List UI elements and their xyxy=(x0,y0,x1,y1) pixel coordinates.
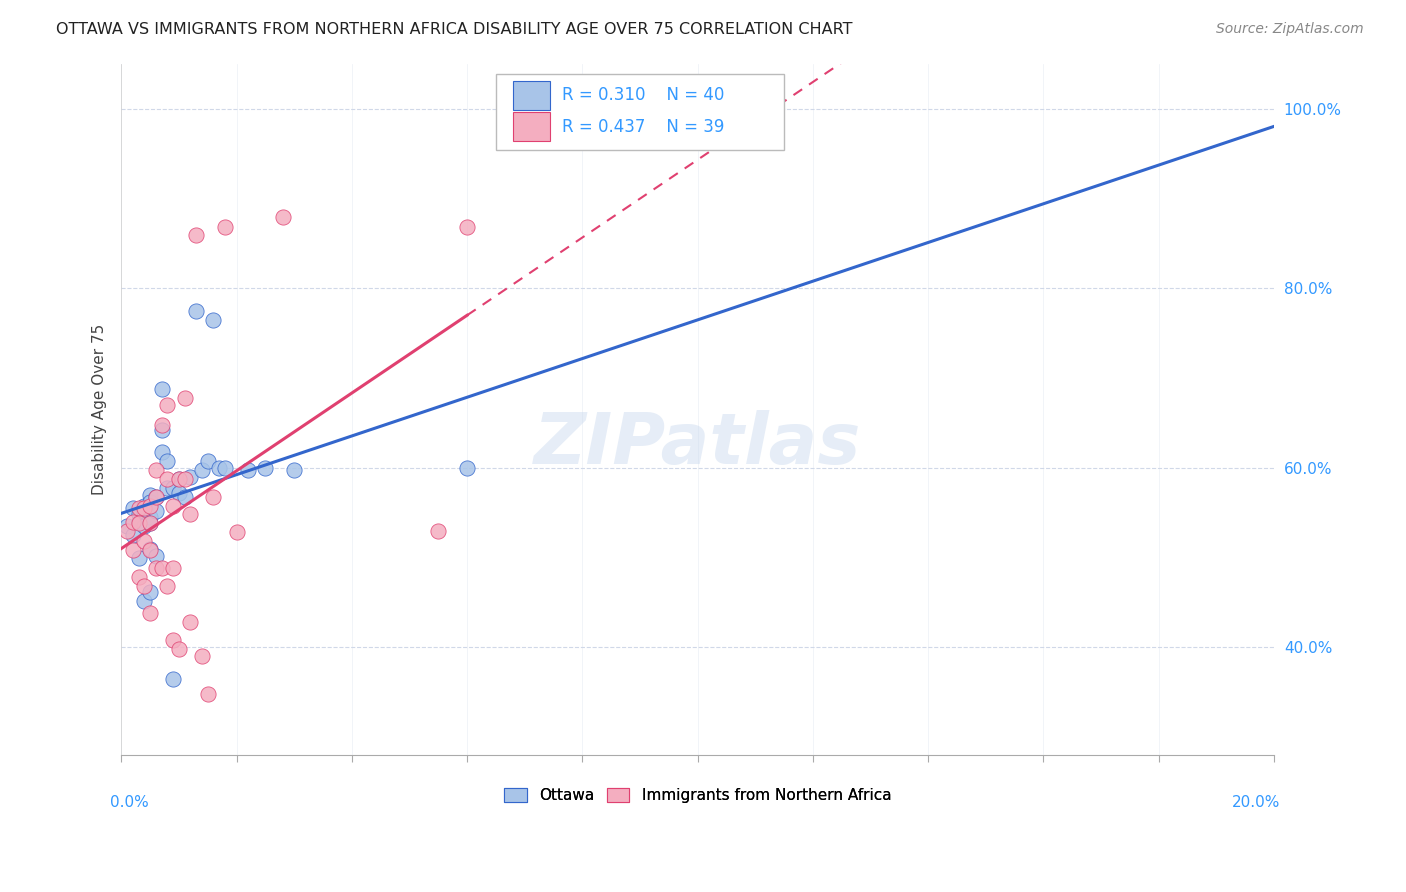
Point xyxy=(156,453,179,467)
Point xyxy=(173,472,195,486)
Point xyxy=(186,303,208,318)
FancyBboxPatch shape xyxy=(513,80,550,110)
Point xyxy=(271,210,294,224)
Point xyxy=(167,642,190,657)
Point xyxy=(202,313,225,327)
Point xyxy=(128,501,150,516)
Point xyxy=(145,504,167,518)
Point xyxy=(162,561,184,575)
Point xyxy=(162,672,184,686)
Point xyxy=(121,515,143,529)
Text: R = 0.310    N = 40: R = 0.310 N = 40 xyxy=(561,87,724,104)
Point xyxy=(139,499,162,513)
Point xyxy=(134,534,156,549)
Point xyxy=(150,561,173,575)
Point xyxy=(128,516,150,531)
Point xyxy=(156,579,179,593)
Point xyxy=(197,453,219,467)
Point xyxy=(128,570,150,584)
Point xyxy=(179,470,201,484)
Point xyxy=(456,460,478,475)
Point xyxy=(456,220,478,235)
Point xyxy=(214,220,236,235)
Point xyxy=(145,549,167,563)
Point xyxy=(156,481,179,495)
Point xyxy=(167,486,190,500)
Point xyxy=(191,649,214,664)
Point xyxy=(139,541,162,556)
Point xyxy=(134,579,156,593)
Point xyxy=(236,462,259,476)
Point xyxy=(134,504,156,518)
Point xyxy=(134,499,156,513)
Point xyxy=(134,501,156,516)
Point xyxy=(145,462,167,476)
Point xyxy=(150,382,173,396)
Point xyxy=(139,516,162,531)
Point xyxy=(156,398,179,412)
Point xyxy=(134,593,156,607)
Point xyxy=(173,490,195,504)
Point xyxy=(214,460,236,475)
Point xyxy=(254,460,277,475)
Point xyxy=(167,472,190,486)
Point xyxy=(283,462,305,476)
Point xyxy=(134,519,156,533)
Point xyxy=(150,423,173,437)
Point xyxy=(145,491,167,505)
Point xyxy=(150,417,173,432)
Point xyxy=(150,444,173,458)
Point xyxy=(139,516,162,531)
Point xyxy=(179,615,201,629)
Point xyxy=(139,510,162,524)
Point xyxy=(427,524,450,538)
Point xyxy=(121,528,143,542)
Point xyxy=(208,460,231,475)
Point xyxy=(139,543,162,558)
Point xyxy=(139,606,162,620)
Point xyxy=(145,561,167,575)
Legend: Ottawa, Immigrants from Northern Africa: Ottawa, Immigrants from Northern Africa xyxy=(498,782,897,810)
Point xyxy=(145,490,167,504)
Point xyxy=(162,633,184,648)
Point xyxy=(162,481,184,495)
Point xyxy=(139,495,162,509)
FancyBboxPatch shape xyxy=(496,74,785,151)
Point xyxy=(202,490,225,504)
Point xyxy=(197,687,219,701)
Text: 0.0%: 0.0% xyxy=(110,796,149,810)
Point xyxy=(167,472,190,486)
Y-axis label: Disability Age Over 75: Disability Age Over 75 xyxy=(93,324,107,495)
Point xyxy=(128,515,150,529)
Point xyxy=(156,472,179,486)
Point xyxy=(115,524,138,538)
Text: ZIPatlas: ZIPatlas xyxy=(534,409,862,478)
Point xyxy=(128,550,150,565)
Text: Source: ZipAtlas.com: Source: ZipAtlas.com xyxy=(1216,22,1364,37)
Point xyxy=(121,543,143,558)
Point xyxy=(139,584,162,599)
Point xyxy=(173,391,195,405)
Point xyxy=(179,508,201,522)
Point xyxy=(162,499,184,513)
Point xyxy=(191,462,214,476)
Point xyxy=(139,488,162,502)
Point xyxy=(186,227,208,242)
FancyBboxPatch shape xyxy=(513,112,550,142)
Text: 20.0%: 20.0% xyxy=(1232,796,1279,810)
Text: R = 0.437    N = 39: R = 0.437 N = 39 xyxy=(561,118,724,136)
Point xyxy=(225,525,247,540)
Point xyxy=(121,501,143,516)
Point xyxy=(128,508,150,522)
Point xyxy=(115,519,138,533)
Text: OTTAWA VS IMMIGRANTS FROM NORTHERN AFRICA DISABILITY AGE OVER 75 CORRELATION CHA: OTTAWA VS IMMIGRANTS FROM NORTHERN AFRIC… xyxy=(56,22,853,37)
